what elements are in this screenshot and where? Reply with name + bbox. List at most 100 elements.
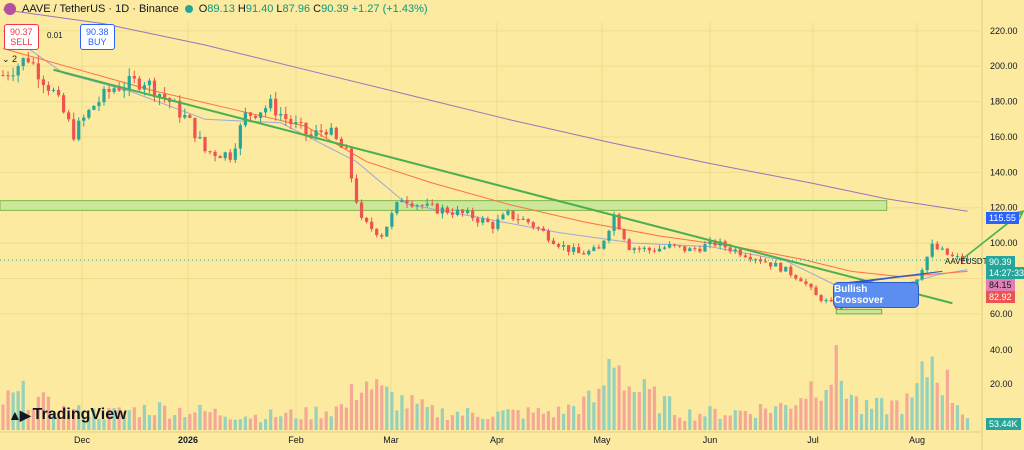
candle-body — [652, 250, 657, 252]
volume-bar — [127, 410, 131, 430]
volume-bar — [501, 410, 505, 430]
candle-body — [688, 248, 692, 252]
volume-bar — [400, 395, 404, 430]
volume-tick-label: 20.00 — [990, 379, 1013, 389]
candle-body — [152, 80, 157, 98]
candle-body — [455, 209, 460, 215]
volume-bar — [82, 418, 86, 430]
volume-bar — [395, 410, 399, 430]
candle-body — [107, 88, 111, 92]
candle-body — [400, 200, 404, 203]
sell-button[interactable]: 90.37 SELL — [4, 24, 39, 50]
candle-body — [622, 229, 626, 240]
candle-body — [248, 112, 253, 116]
candle-body — [536, 227, 540, 229]
time-tick-label: May — [593, 435, 611, 445]
volume-bar — [945, 369, 949, 430]
candle-body — [223, 152, 227, 159]
volume-bar — [183, 417, 187, 430]
volume-bar — [304, 407, 308, 430]
volume-bar — [122, 412, 126, 430]
candle-body — [965, 258, 970, 261]
volume-bar — [16, 391, 20, 430]
candle-body — [208, 151, 212, 153]
time-tick-label: Dec — [74, 435, 91, 445]
volume-bar — [299, 419, 303, 430]
volume-bar — [420, 399, 424, 430]
candle-body — [395, 202, 399, 214]
indicators-toggle[interactable]: ⌄ 2 — [2, 54, 18, 64]
candle-body — [526, 218, 530, 223]
buy-price: 90.38 — [86, 27, 109, 37]
volume-bar — [359, 392, 364, 430]
candle-body — [137, 78, 141, 90]
symbol-title[interactable]: AAVE / TetherUS · 1D · Binance — [22, 3, 179, 15]
volume-bar — [319, 418, 323, 430]
volume-bar — [26, 410, 30, 430]
candle-body — [592, 247, 596, 251]
volume-bar — [829, 384, 833, 430]
volume-bar — [1, 404, 5, 430]
candle-body — [728, 247, 732, 252]
volume-bar — [849, 394, 853, 430]
volume-bar — [294, 418, 298, 430]
candle-body — [36, 63, 40, 80]
candle-body — [11, 75, 15, 77]
sell-label: SELL — [10, 37, 33, 47]
candle-body — [127, 76, 131, 89]
volume-bar — [774, 406, 778, 430]
candle-body — [233, 148, 237, 160]
candle-body — [662, 247, 667, 249]
volume-bar — [243, 416, 247, 430]
candle-body — [708, 240, 712, 245]
candle-body — [814, 287, 818, 296]
volume-bar — [471, 412, 475, 430]
volume-bar — [561, 413, 566, 430]
candle-body — [920, 270, 924, 280]
candle-body — [799, 278, 803, 282]
volume-bar — [627, 386, 631, 430]
buy-button[interactable]: 90.38 BUY — [80, 24, 115, 50]
tradingview-logo[interactable]: ▲▶ TradingView — [8, 406, 127, 424]
volume-bar — [738, 410, 742, 430]
volume-bar — [56, 418, 61, 430]
volume-bar — [137, 417, 141, 430]
volume-bar — [476, 416, 480, 430]
volume-bar — [567, 404, 571, 430]
candle-body — [132, 76, 136, 79]
candle-body — [147, 80, 152, 86]
candle-body — [299, 122, 303, 124]
candle-body — [354, 178, 359, 203]
volume-bar — [779, 402, 783, 430]
volume-bar — [349, 384, 354, 430]
ma-slow-tag: 82.92 — [986, 291, 1015, 303]
candle-body — [642, 247, 646, 249]
volume-bar — [642, 379, 646, 430]
candle-body — [541, 228, 545, 231]
volume-bar — [753, 417, 758, 430]
volume-bar — [794, 405, 798, 430]
candle-body — [46, 85, 51, 91]
price-tick-label: 140.00 — [990, 167, 1018, 177]
volume-bar — [632, 391, 636, 430]
volume-bar — [511, 409, 515, 430]
candle-body — [380, 235, 384, 237]
candle-body — [491, 222, 495, 229]
time-tick-label: 2026 — [178, 435, 198, 445]
volume-bar — [163, 405, 167, 430]
volume-bars — [1, 345, 970, 430]
candle-body — [804, 281, 808, 284]
volume-bar — [173, 415, 177, 430]
volume-bar — [920, 361, 924, 430]
candle-body — [496, 219, 500, 229]
volume-bar — [587, 390, 591, 430]
volume-bar — [466, 407, 470, 430]
candle-body — [779, 262, 783, 272]
volume-bar — [41, 392, 45, 430]
price-tick-label: 200.00 — [990, 61, 1018, 71]
candle-body — [607, 230, 611, 241]
candle-body — [511, 210, 515, 220]
candle-body — [657, 248, 662, 252]
volume-bar — [657, 413, 662, 430]
